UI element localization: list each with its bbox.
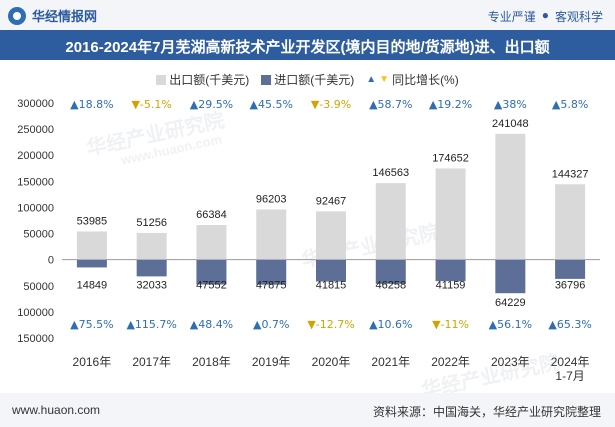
export-value-label: 144327 xyxy=(552,168,589,180)
export-value-label: 66384 xyxy=(196,209,227,221)
import-value-label: 46258 xyxy=(375,280,406,292)
import-bar xyxy=(495,259,526,294)
tag-rigorous: 专业严谨 xyxy=(487,10,536,24)
import-yoy-label: ▼-12.7% xyxy=(307,318,354,331)
legend-export[interactable]: 出口额(千美元) xyxy=(156,71,249,88)
export-bar xyxy=(136,232,167,260)
import-bar xyxy=(375,259,406,284)
export-value-label: 92467 xyxy=(316,195,347,207)
import-bar xyxy=(316,259,346,282)
import-yoy-label: ▲115.7% xyxy=(126,318,176,331)
chart-title: 2016-2024年7月芜湖高新技术产业开发区(境内目的地/货源地)进、出口额 xyxy=(65,39,550,56)
export-value-label: 241048 xyxy=(492,118,529,130)
export-yoy-label: ▼-5.1% xyxy=(131,98,171,111)
export-value-label: 51256 xyxy=(136,217,167,229)
import-yoy-label: ▲65.3% xyxy=(548,318,591,331)
legend: 出口额(千美元) 进口额(千美元) ▲ ▼ 同比增长(%) xyxy=(0,71,615,88)
import-value-label: 41815 xyxy=(316,280,347,292)
import-bar xyxy=(196,259,227,285)
legend-import-swatch xyxy=(261,74,272,85)
export-yoy-label: ▲19.2% xyxy=(429,98,472,111)
import-value-label: 64229 xyxy=(495,297,526,309)
x-category-label: 2024年 xyxy=(551,355,590,369)
import-bar xyxy=(256,259,287,285)
brand-tags: 专业严谨 ● 客观科学 xyxy=(488,8,603,25)
import-bar xyxy=(136,259,167,277)
legend-export-swatch xyxy=(156,74,167,85)
y-tick-label: 150000 xyxy=(17,176,54,188)
export-value-label: 174652 xyxy=(432,152,469,164)
export-bar xyxy=(196,224,227,260)
import-value-label: 47552 xyxy=(196,280,227,292)
y-tick-label: 100000 xyxy=(17,202,54,214)
export-bar xyxy=(435,168,466,260)
import-yoy-label: ▼-11% xyxy=(432,318,469,331)
brand-name: 华经情报网 xyxy=(32,9,98,24)
footer: www.huaon.com 资料来源：中国海关，华经产业研究院整理 xyxy=(0,393,615,427)
import-value-label: 14849 xyxy=(77,280,108,292)
triangle-down-icon: ▼ xyxy=(379,74,390,85)
import-bar xyxy=(76,259,107,268)
huajing-logo-icon xyxy=(8,6,26,25)
export-bar xyxy=(555,184,586,260)
export-bar xyxy=(375,183,406,260)
legend-export-label: 出口额(千美元) xyxy=(169,73,250,87)
y-tick-label: 250000 xyxy=(17,124,54,136)
export-value-label: 96203 xyxy=(256,193,287,205)
x-category-label: 2021年 xyxy=(371,355,410,369)
export-yoy-label: ▲45.5% xyxy=(250,98,293,111)
export-yoy-label: ▲18.8% xyxy=(70,98,113,111)
x-category-label: 2023年 xyxy=(491,355,530,369)
x-category-label: 2018年 xyxy=(192,355,231,369)
export-yoy-label: ▼-3.9% xyxy=(311,98,351,111)
y-tick-label: 150000 xyxy=(17,333,54,345)
export-value-label: 53985 xyxy=(77,215,108,227)
import-yoy-label: ▲56.1% xyxy=(489,318,532,331)
title-bar: 2016-2024年7月芜湖高新技术产业开发区(境内目的地/货源地)进、出口额 xyxy=(0,30,615,60)
export-bar xyxy=(495,133,526,260)
import-yoy-label: ▲75.5% xyxy=(70,318,113,331)
legend-import-label: 进口额(千美元) xyxy=(274,73,355,87)
triangle-up-icon: ▲ xyxy=(366,74,377,85)
y-tick-label: 50000 xyxy=(23,281,54,293)
import-yoy-label: ▲0.7% xyxy=(253,318,289,331)
y-tick-label: 0 xyxy=(48,255,54,267)
x-category-label: 2022年 xyxy=(431,355,470,369)
x-category-label: 1-7月 xyxy=(555,369,584,383)
top-bar: 华经情报网 专业严谨 ● 客观科学 xyxy=(0,0,615,30)
import-yoy-label: ▲48.4% xyxy=(190,318,233,331)
tag-separator: ● xyxy=(541,8,549,22)
footer-source: 资料来源：中国海关，华经产业研究院整理 xyxy=(372,405,601,419)
footer-site[interactable]: www.huaon.com xyxy=(12,403,101,417)
import-bar xyxy=(435,259,466,282)
export-bar xyxy=(76,231,107,260)
x-category-label: 2020年 xyxy=(312,355,351,369)
import-value-label: 36796 xyxy=(555,280,586,292)
import-yoy-label: ▲10.6% xyxy=(369,318,412,331)
x-category-label: 2019年 xyxy=(252,355,291,369)
export-bar xyxy=(256,209,287,260)
x-category-label: 2017年 xyxy=(132,355,171,369)
y-tick-label: 200000 xyxy=(17,150,54,162)
y-tick-label: 100000 xyxy=(17,307,54,319)
export-yoy-label: ▲58.7% xyxy=(369,98,412,111)
y-tick-label: 300000 xyxy=(17,98,54,110)
legend-yoy[interactable]: ▲ ▼ 同比增长(%) xyxy=(366,71,458,88)
export-yoy-label: ▲5.8% xyxy=(552,98,588,111)
export-value-label: 146563 xyxy=(372,167,409,179)
brand: 华经情报网 xyxy=(8,6,97,25)
tag-objective: 客观科学 xyxy=(554,10,603,24)
export-yoy-label: ▲38% xyxy=(494,98,527,111)
export-yoy-label: ▲29.5% xyxy=(190,98,233,111)
export-bar xyxy=(316,211,346,260)
legend-import[interactable]: 进口额(千美元) xyxy=(261,71,354,88)
import-value-label: 32033 xyxy=(136,280,167,292)
import-bar xyxy=(555,259,586,279)
import-value-label: 41159 xyxy=(436,280,466,292)
y-tick-label: 50000 xyxy=(23,229,54,241)
import-value-label: 47875 xyxy=(256,280,287,292)
legend-yoy-label: 同比增长(%) xyxy=(392,73,459,87)
x-category-label: 2016年 xyxy=(73,355,112,369)
